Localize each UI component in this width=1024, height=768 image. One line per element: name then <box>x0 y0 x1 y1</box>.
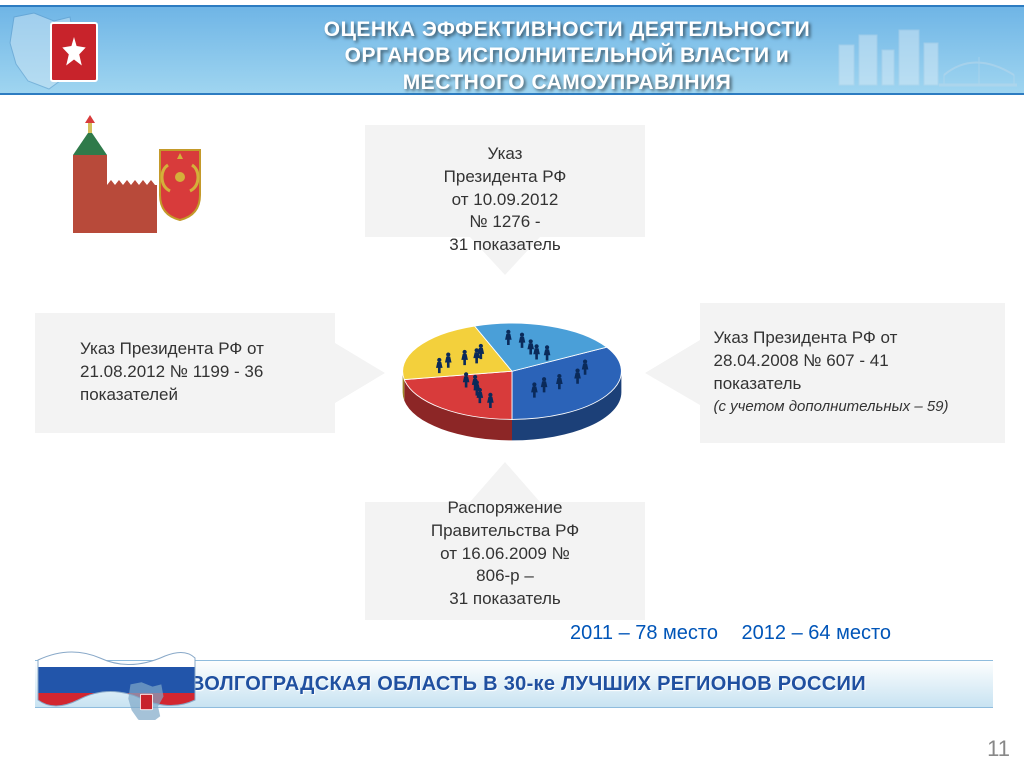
title-line2: ОРГАНОВ ИСПОЛНИТЕЛЬНОЙ ВЛАСТИ и <box>345 44 790 67</box>
flag-map-icon <box>30 640 200 720</box>
decree-box-right: Указ Президента РФ от 28.04.2008 № 607 -… <box>640 285 1005 460</box>
decree-right-note: (с учетом дополнительных – 59) <box>714 398 949 415</box>
decree-box-top: УказПрезидента РФот 10.09.2012№ 1276 -31… <box>340 125 670 275</box>
decree-right-text: Указ Президента РФ от 28.04.2008 № 607 -… <box>714 328 898 393</box>
title-line1: ОЦЕНКА ЭФФЕКТИВНОСТИ ДЕЯТЕЛЬНОСТИ <box>324 18 811 41</box>
footer-text: ВОЛГОГРАДСКАЯ ОБЛАСТЬ В 30-ке ЛУЧШИХ РЕГ… <box>190 673 866 696</box>
kremlin-icon <box>65 115 205 235</box>
pie-chart <box>372 310 652 450</box>
ranking-text: 2011 – 78 место 2012 – 64 место <box>570 622 891 645</box>
rank-2011: 2011 – 78 место <box>570 622 718 644</box>
decree-box-bottom: РаспоряжениеПравительства РФот 16.06.200… <box>340 460 670 620</box>
cityscape-icon <box>834 15 1019 90</box>
decree-left-text: Указ Президента РФ от 21.08.2012 № 1199 … <box>80 338 340 407</box>
page-number: 11 <box>987 736 1010 762</box>
rank-2012: 2012 – 64 место <box>742 622 891 644</box>
title-line3: МЕСТНОГО САМОУПРАВЛНИЯ <box>403 71 732 94</box>
decree-bottom-text: РаспоряжениеПравительства РФот 16.06.200… <box>431 497 579 612</box>
decree-top-text: УказПрезидента РФот 10.09.2012№ 1276 -31… <box>444 143 567 258</box>
decree-box-left: Указ Президента РФ от 21.08.2012 № 1199 … <box>35 295 385 450</box>
header-band: ОЦЕНКА ЭФФЕКТИВНОСТИ ДЕЯТЕЛЬНОСТИ ОРГАНО… <box>0 5 1024 95</box>
region-emblem-icon <box>50 22 98 82</box>
